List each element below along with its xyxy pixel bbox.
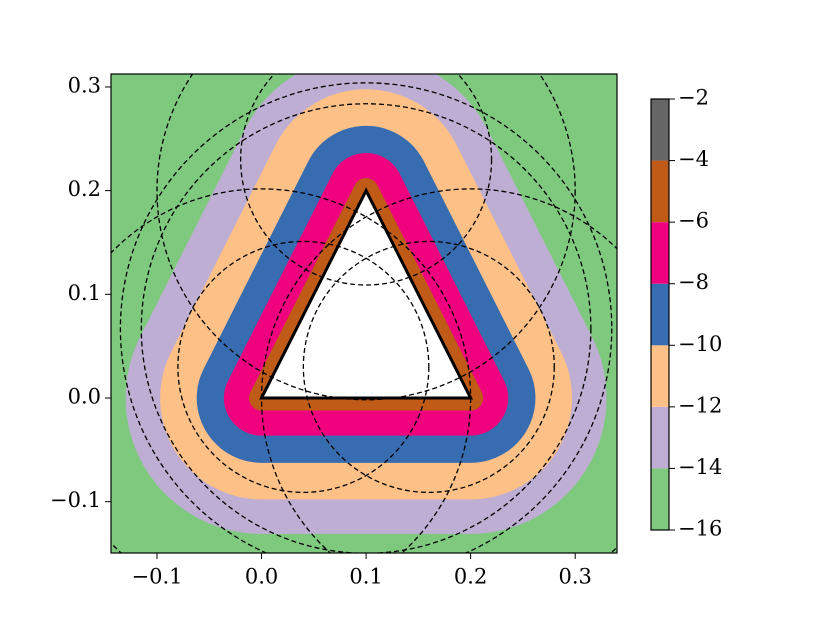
colorbar-tick-label: −6 xyxy=(678,209,709,233)
colorbar-tick-label: −16 xyxy=(678,517,722,541)
colorbar-tick-label: −10 xyxy=(678,332,722,356)
guide-circle xyxy=(111,188,472,553)
guide-circle xyxy=(240,74,493,286)
y-tick-label: 0.2 xyxy=(68,177,101,201)
colorbar-tick-label: −8 xyxy=(678,270,709,294)
guide-circle xyxy=(140,103,592,553)
x-tick-label: 0.1 xyxy=(349,565,382,589)
colorbar-tick-label: −4 xyxy=(678,147,709,171)
guide-circle xyxy=(156,74,576,401)
x-tick-label: −0.1 xyxy=(132,565,183,589)
guide-circle xyxy=(119,82,613,553)
colorbar-band xyxy=(651,406,669,469)
colorbar-frame xyxy=(650,98,670,531)
plot-frame xyxy=(110,73,618,554)
colorbar-band xyxy=(651,160,669,223)
guide-circle xyxy=(302,240,555,493)
guide-circle xyxy=(177,240,430,493)
y-tick-label: 0.3 xyxy=(68,73,101,97)
axes: −0.1 0.0 0.1 0.2 0.3 −0.1 0.0 0.1 0.2 0.3 −16 −14 −1… xyxy=(50,73,722,589)
colorbar-band xyxy=(651,468,669,530)
guide-circle xyxy=(260,188,617,553)
x-tick-label: 0.2 xyxy=(454,565,487,589)
colorbar-band xyxy=(651,345,669,407)
x-tick-label: 0.3 xyxy=(558,565,591,589)
colorbar-tick-label: −14 xyxy=(678,455,722,479)
x-tick-label: 0.0 xyxy=(245,565,278,589)
plot-area xyxy=(111,74,617,553)
colorbar-band xyxy=(651,222,669,284)
colorbar-band xyxy=(651,99,669,161)
colorbar-tick-label: −12 xyxy=(678,393,722,417)
colorbar-tick-label: −2 xyxy=(678,86,709,110)
y-tick-label: −0.1 xyxy=(50,488,101,512)
colorbar-band xyxy=(651,283,669,346)
triangle xyxy=(259,187,474,400)
y-tick-label: 0.0 xyxy=(68,384,101,408)
y-tick-label: 0.1 xyxy=(68,281,101,305)
